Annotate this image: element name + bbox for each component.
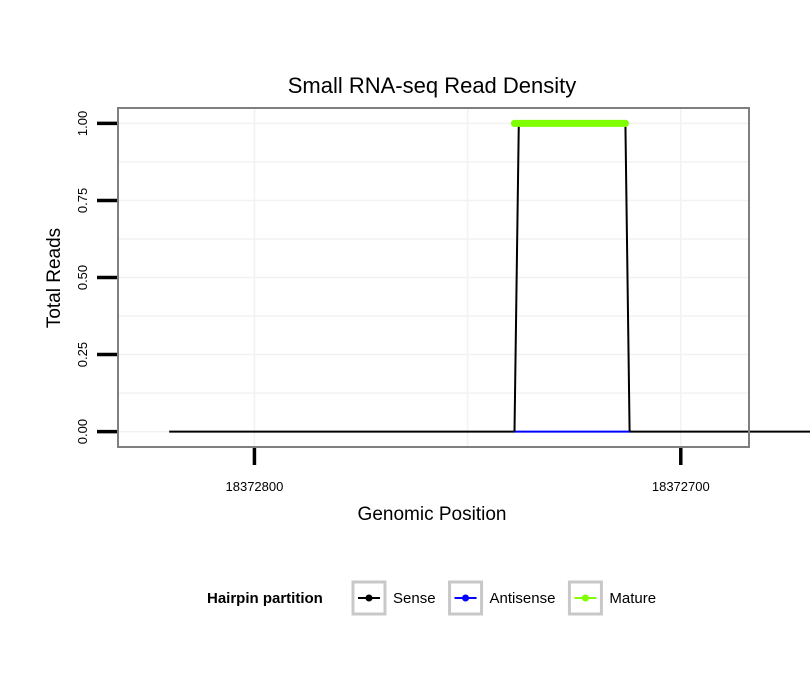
- legend-label-sense: Sense: [393, 590, 436, 607]
- plot-panel-border: [117, 107, 750, 448]
- y-axis: 0.00 0.25 0.50 0.75 1.00: [75, 111, 117, 444]
- legend-key-point: [462, 594, 470, 602]
- legend-title: Hairpin partition: [207, 590, 323, 607]
- grid-lines: [118, 108, 749, 447]
- y-tick-label: 1.00: [75, 111, 90, 136]
- legend-label-antisense: Antisense: [490, 590, 556, 607]
- x-tick-label: 18372700: [652, 479, 710, 494]
- series-point-mature: [621, 119, 629, 127]
- y-tick-label: 0.50: [75, 265, 90, 290]
- plot-series: [169, 119, 810, 433]
- x-tick-label: 18372800: [226, 479, 284, 494]
- series-point-mature: [511, 119, 519, 127]
- y-tick-label: 0.00: [75, 419, 90, 444]
- y-tick-label: 0.25: [75, 342, 90, 367]
- y-tick-label: 0.75: [75, 188, 90, 213]
- legend-label-mature: Mature: [609, 590, 656, 607]
- legend: Hairpin partition Sense Antisense Mature: [207, 580, 656, 616]
- y-axis-title: Total Reads: [44, 228, 65, 328]
- legend-key-point: [365, 594, 373, 602]
- chart-title: Small RNA-seq Read Density: [288, 73, 577, 98]
- legend-key-point: [581, 594, 589, 602]
- x-axis-title: Genomic Position: [358, 504, 507, 525]
- x-axis: 18372800 18372700: [226, 448, 710, 494]
